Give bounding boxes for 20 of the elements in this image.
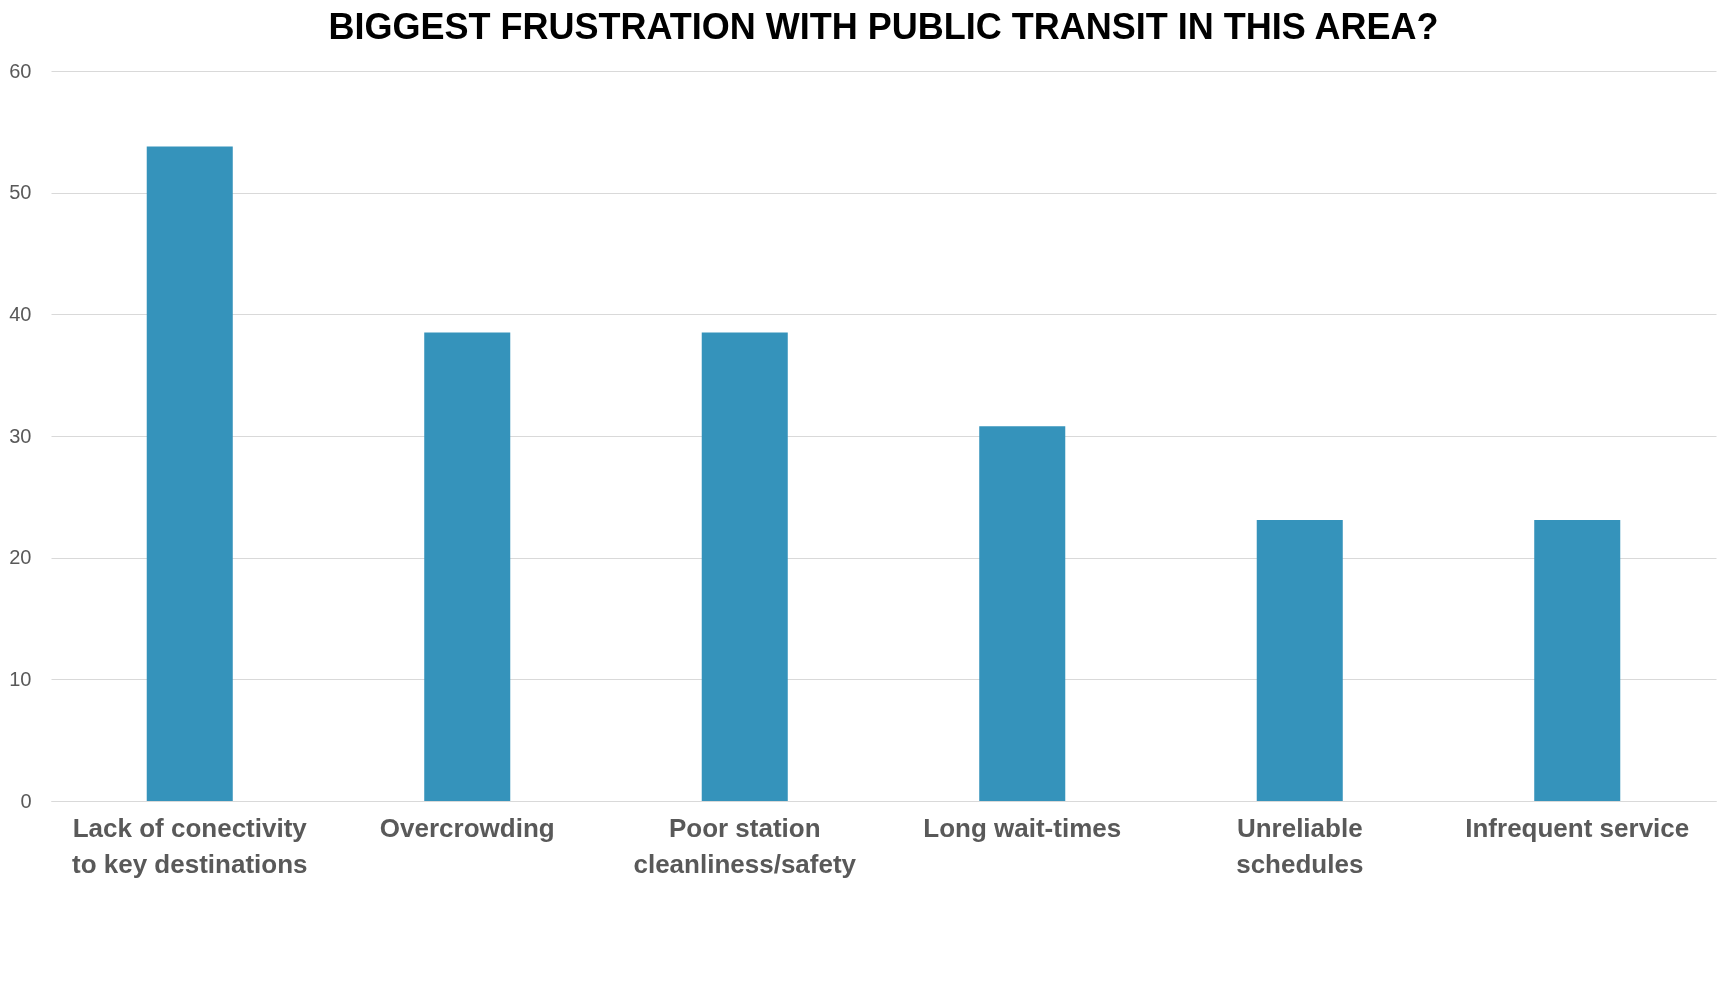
y-tick-label: 10 bbox=[9, 667, 32, 690]
y-tick-label: 50 bbox=[9, 181, 32, 204]
bar bbox=[146, 146, 233, 801]
chart-title: BIGGEST FRUSTRATION WITH PUBLIC TRANSIT IN THIS AREA? bbox=[328, 6, 1439, 47]
y-tick-label: 30 bbox=[9, 424, 32, 447]
bar bbox=[1256, 519, 1343, 801]
x-tick-label: Long wait-times bbox=[923, 812, 1122, 843]
bar bbox=[701, 332, 788, 801]
y-tick-label: 20 bbox=[9, 546, 32, 569]
y-tick-label: 0 bbox=[20, 789, 32, 812]
y-tick-label: 60 bbox=[9, 59, 32, 82]
x-tick-label: Lack of conectivity to key destinations bbox=[72, 812, 308, 879]
bar bbox=[1534, 519, 1621, 801]
x-tick-label: Overcrowding bbox=[379, 812, 555, 843]
bar bbox=[424, 332, 511, 801]
x-tick-label: Infrequent service bbox=[1465, 812, 1690, 843]
bar bbox=[979, 426, 1066, 801]
x-tick-label: Unreliable schedules bbox=[1236, 812, 1364, 879]
x-tick-label: Poor station cleanliness/safety bbox=[633, 812, 857, 879]
y-tick-label: 40 bbox=[9, 302, 32, 325]
